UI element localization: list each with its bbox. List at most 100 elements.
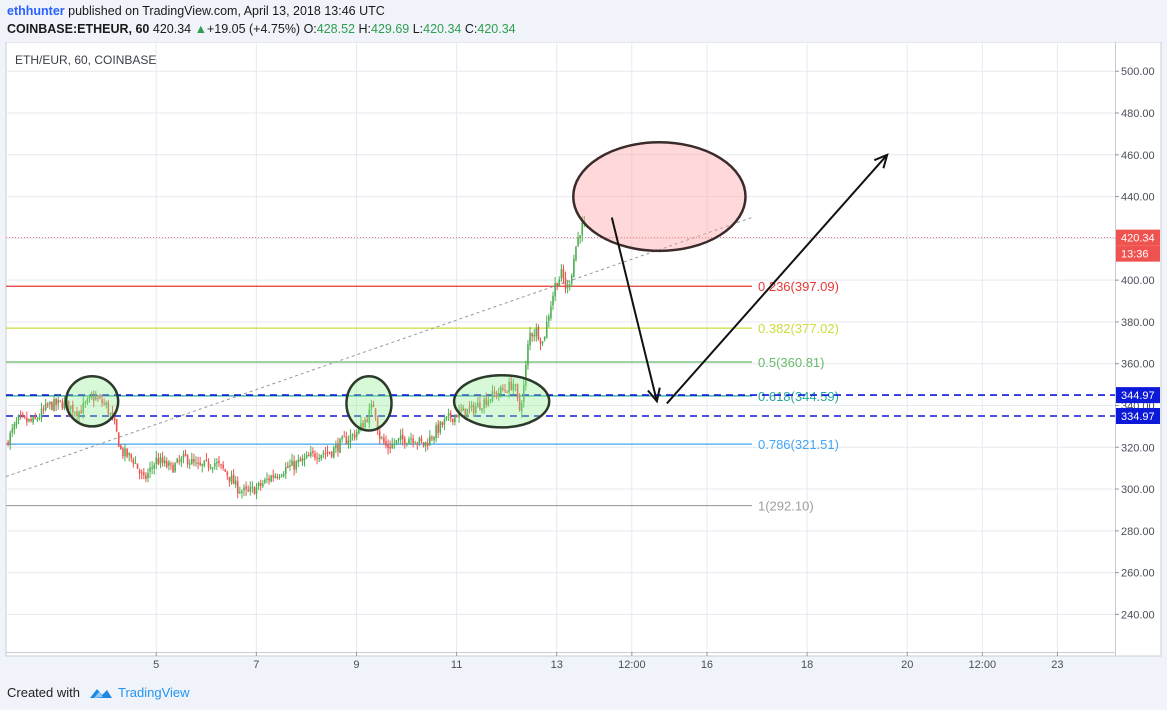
support-price-label: 344.97 bbox=[1121, 390, 1155, 402]
candle-body bbox=[115, 419, 118, 432]
candle-body bbox=[55, 398, 57, 405]
y-tick-label: 360.00 bbox=[1121, 359, 1155, 371]
candle-body bbox=[49, 401, 51, 405]
candle-body bbox=[15, 421, 18, 426]
candle-body bbox=[34, 416, 37, 419]
candle-body bbox=[82, 402, 85, 413]
high-value: 429.69 bbox=[371, 22, 410, 36]
candle-body bbox=[46, 404, 49, 406]
candle-body bbox=[180, 458, 183, 463]
candle-body bbox=[410, 438, 412, 440]
candle-body bbox=[94, 397, 97, 400]
candle-body bbox=[378, 431, 381, 439]
candle-body bbox=[297, 460, 300, 463]
candle-body bbox=[495, 392, 498, 396]
tradingview-logo-icon[interactable] bbox=[88, 684, 114, 702]
candle-body bbox=[414, 443, 417, 445]
candle-body bbox=[502, 388, 504, 390]
arrow-up-shaft bbox=[666, 154, 888, 405]
candle-body bbox=[360, 423, 362, 428]
candle-body bbox=[326, 452, 329, 454]
candle-body bbox=[195, 462, 197, 464]
candle-body bbox=[512, 383, 515, 391]
drawings[interactable] bbox=[64, 141, 889, 432]
candle-body bbox=[197, 462, 199, 464]
candle-body bbox=[510, 381, 513, 390]
candle-body bbox=[368, 409, 371, 424]
candle-body bbox=[176, 458, 179, 463]
y-tick-label: 280.00 bbox=[1121, 526, 1155, 538]
candle-body bbox=[522, 385, 525, 402]
candle-body bbox=[545, 321, 548, 338]
candle-body bbox=[454, 415, 456, 423]
candle-body bbox=[435, 425, 437, 439]
chart-title: ETH/EUR, 60, COINBASE bbox=[15, 53, 156, 67]
last-price-label-bg bbox=[1116, 229, 1160, 246]
fib-level-label: 0.236(397.09) bbox=[758, 279, 839, 294]
candle-body bbox=[174, 463, 176, 472]
candle-body bbox=[395, 440, 398, 444]
candle-body bbox=[337, 443, 339, 452]
candle-body bbox=[69, 405, 72, 410]
candle-body bbox=[209, 467, 212, 469]
candle-body bbox=[451, 418, 454, 422]
candle-body bbox=[287, 466, 289, 468]
candle-body bbox=[32, 417, 34, 423]
candle-body bbox=[335, 444, 337, 449]
countdown-bg bbox=[1116, 245, 1160, 262]
candle-body bbox=[573, 258, 575, 277]
candle-body bbox=[59, 400, 62, 402]
candle-body bbox=[399, 435, 402, 440]
candle-body bbox=[11, 428, 14, 433]
candle-body bbox=[514, 384, 517, 386]
fibonacci-retracement[interactable]: 0.236(397.09) 0.382(377.02) 0.5(360.81) 0.6… bbox=[6, 279, 839, 514]
candle-body bbox=[433, 436, 435, 441]
candle-body bbox=[429, 436, 431, 446]
x-tick-label: 7 bbox=[253, 659, 259, 671]
candle-body bbox=[109, 413, 112, 415]
tradingview-link[interactable]: TradingView bbox=[118, 685, 190, 700]
candle-body bbox=[516, 384, 519, 399]
candle-body bbox=[19, 414, 22, 416]
candle-body bbox=[268, 478, 270, 481]
candle-body bbox=[537, 327, 540, 340]
candle-body bbox=[541, 341, 544, 344]
candle-body bbox=[155, 457, 158, 464]
candle-body bbox=[40, 408, 43, 418]
candle-body bbox=[303, 458, 306, 461]
candle-body bbox=[205, 459, 208, 461]
candle-body bbox=[122, 448, 124, 457]
candle-body bbox=[424, 441, 427, 446]
candle-body bbox=[310, 452, 312, 456]
candle-body bbox=[53, 399, 55, 411]
candle-body bbox=[264, 479, 266, 483]
y-tick-label: 300.00 bbox=[1121, 484, 1155, 496]
candle-body bbox=[145, 475, 147, 479]
price-chart[interactable]: 240.00260.00280.00300.00320.00340.00360.… bbox=[0, 42, 1167, 680]
candle-body bbox=[76, 411, 78, 417]
candle-body bbox=[193, 459, 195, 462]
candle-body bbox=[291, 460, 293, 466]
candle-body bbox=[236, 481, 239, 494]
candle-body bbox=[172, 464, 174, 473]
candle-body bbox=[531, 333, 533, 337]
close-value: 420.34 bbox=[477, 22, 516, 36]
author-link[interactable]: ethhunter bbox=[7, 4, 65, 18]
y-tick-label: 440.00 bbox=[1121, 192, 1155, 204]
candle-body bbox=[460, 409, 462, 411]
candle-body bbox=[161, 457, 164, 463]
time-axis[interactable]: 5 7 9 11 13 12:00 16 18 20 12:00 23 bbox=[153, 652, 1064, 671]
y-tick-label: 400.00 bbox=[1121, 275, 1155, 287]
candle-body bbox=[138, 470, 141, 474]
candle-body bbox=[474, 406, 477, 413]
candle-body bbox=[170, 463, 172, 465]
support-lines[interactable] bbox=[6, 394, 1115, 417]
green-highlight-circle bbox=[345, 374, 393, 432]
price-axis[interactable]: 240.00260.00280.00300.00320.00340.00360.… bbox=[1115, 66, 1155, 621]
candle-body bbox=[44, 403, 47, 410]
candle-body bbox=[241, 490, 243, 493]
candle-body bbox=[479, 402, 481, 410]
candle-body bbox=[26, 417, 28, 423]
y-tick-label: 260.00 bbox=[1121, 568, 1155, 580]
candle-body bbox=[362, 423, 364, 429]
